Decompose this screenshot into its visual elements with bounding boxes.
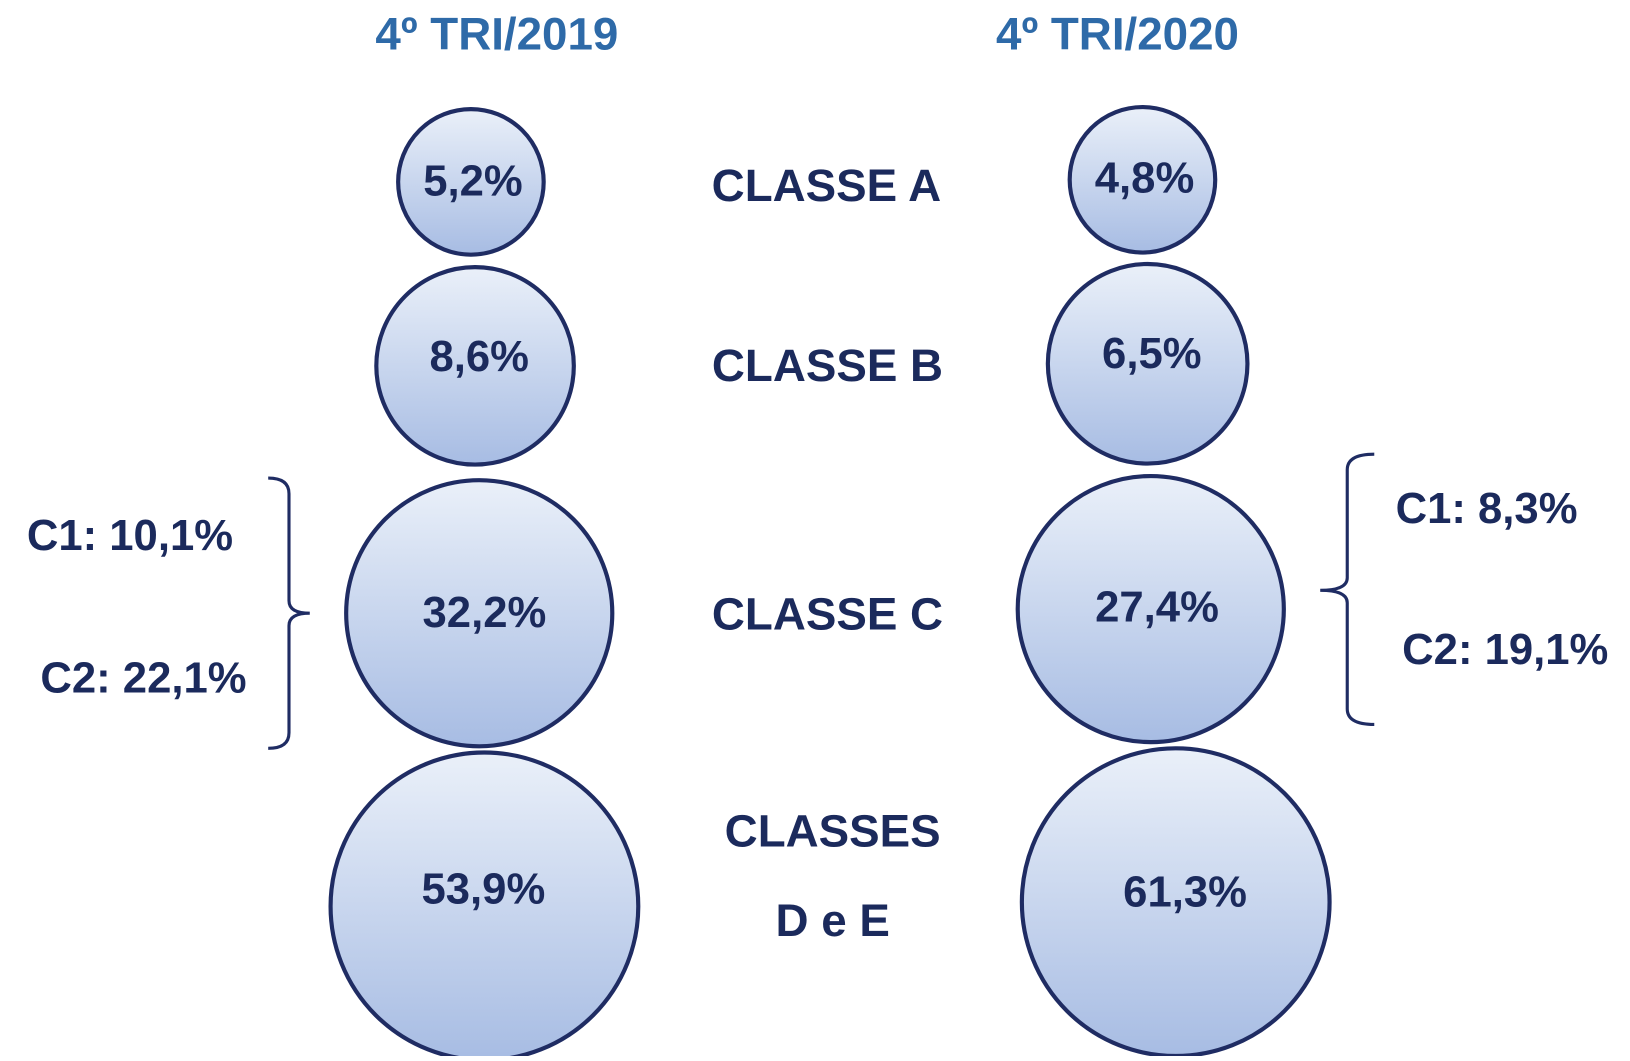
bubble-value: 6,5% (1102, 329, 1201, 378)
bubble-value: 53,9% (422, 864, 546, 913)
class-label: CLASSE B (712, 340, 943, 391)
subclass-label: C1: 10,1% (27, 511, 233, 560)
subclass-label: C2: 19,1% (1402, 625, 1608, 674)
bracket (268, 476, 310, 750)
subclass-label: C1: 8,3% (1396, 484, 1578, 533)
bubble (374, 265, 576, 467)
bubble-value: 8,6% (429, 332, 528, 381)
class-label: D e E (775, 895, 889, 946)
column-title: 4º TRI/2019 (375, 8, 618, 59)
bubble-value: 4,8% (1095, 153, 1194, 202)
bubble (1015, 473, 1286, 745)
bubble (344, 478, 615, 749)
column-title: 4º TRI/2020 (996, 8, 1239, 59)
class-label: CLASSE A (712, 160, 941, 211)
class-label: CLASSE C (712, 588, 943, 639)
bubble-value: 27,4% (1095, 583, 1219, 632)
subclass-label: C2: 22,1% (40, 653, 246, 702)
bubble-value: 32,2% (423, 588, 547, 637)
bubble (1067, 104, 1218, 255)
bubble-value: 5,2% (423, 157, 522, 206)
bracket (1320, 452, 1375, 726)
bubble-value: 61,3% (1123, 867, 1247, 916)
bubble (396, 107, 546, 257)
bubble (1045, 261, 1250, 466)
class-label: CLASSES (725, 806, 941, 857)
